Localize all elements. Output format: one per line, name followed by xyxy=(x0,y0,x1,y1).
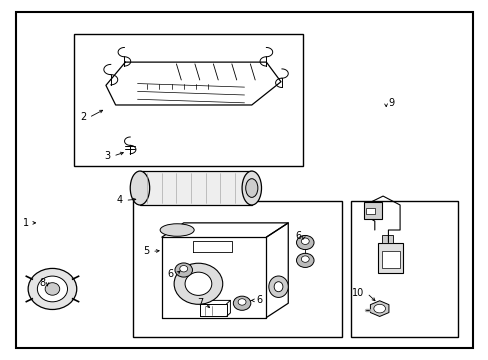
Text: 6: 6 xyxy=(256,296,262,305)
Bar xyxy=(381,251,399,267)
Bar xyxy=(381,235,392,243)
Ellipse shape xyxy=(184,272,211,296)
Ellipse shape xyxy=(301,256,308,262)
Ellipse shape xyxy=(37,276,67,302)
Bar xyxy=(377,243,403,273)
Ellipse shape xyxy=(245,179,257,197)
Text: 6: 6 xyxy=(295,231,301,242)
Ellipse shape xyxy=(45,283,60,295)
Bar xyxy=(351,202,458,337)
Ellipse shape xyxy=(174,263,223,304)
Text: 4: 4 xyxy=(117,195,122,205)
Polygon shape xyxy=(369,301,388,316)
Ellipse shape xyxy=(130,171,149,205)
Ellipse shape xyxy=(180,266,187,272)
Bar xyxy=(366,207,374,214)
Ellipse shape xyxy=(238,299,245,305)
Bar xyxy=(140,171,251,205)
Text: 3: 3 xyxy=(104,151,111,161)
Ellipse shape xyxy=(242,171,261,205)
Text: 1: 1 xyxy=(22,218,29,228)
Ellipse shape xyxy=(175,263,192,277)
Text: 6: 6 xyxy=(167,269,174,279)
Bar xyxy=(74,33,302,166)
Ellipse shape xyxy=(233,296,250,310)
Ellipse shape xyxy=(28,269,77,310)
Text: 9: 9 xyxy=(387,98,394,108)
Text: 10: 10 xyxy=(352,288,364,298)
Text: 2: 2 xyxy=(80,112,86,122)
Text: 7: 7 xyxy=(197,298,203,308)
Ellipse shape xyxy=(268,276,287,297)
Text: 5: 5 xyxy=(143,247,149,256)
Ellipse shape xyxy=(274,282,283,292)
Ellipse shape xyxy=(160,224,194,236)
Bar xyxy=(132,202,341,337)
Bar xyxy=(363,202,381,219)
Ellipse shape xyxy=(296,235,313,249)
Ellipse shape xyxy=(296,253,313,267)
Circle shape xyxy=(373,304,385,313)
Ellipse shape xyxy=(301,238,308,244)
Text: 8: 8 xyxy=(39,278,45,288)
